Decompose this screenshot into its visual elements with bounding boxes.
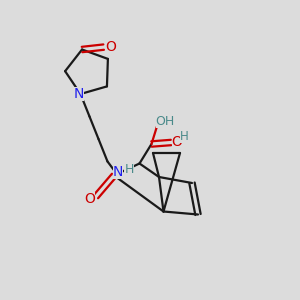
- Text: N: N: [113, 165, 123, 179]
- Text: O: O: [105, 40, 116, 54]
- Text: H: H: [180, 130, 189, 143]
- Text: H: H: [124, 164, 134, 176]
- Text: N: N: [74, 87, 84, 101]
- Text: OH: OH: [156, 115, 175, 128]
- Text: O: O: [172, 135, 182, 149]
- Text: O: O: [84, 192, 95, 206]
